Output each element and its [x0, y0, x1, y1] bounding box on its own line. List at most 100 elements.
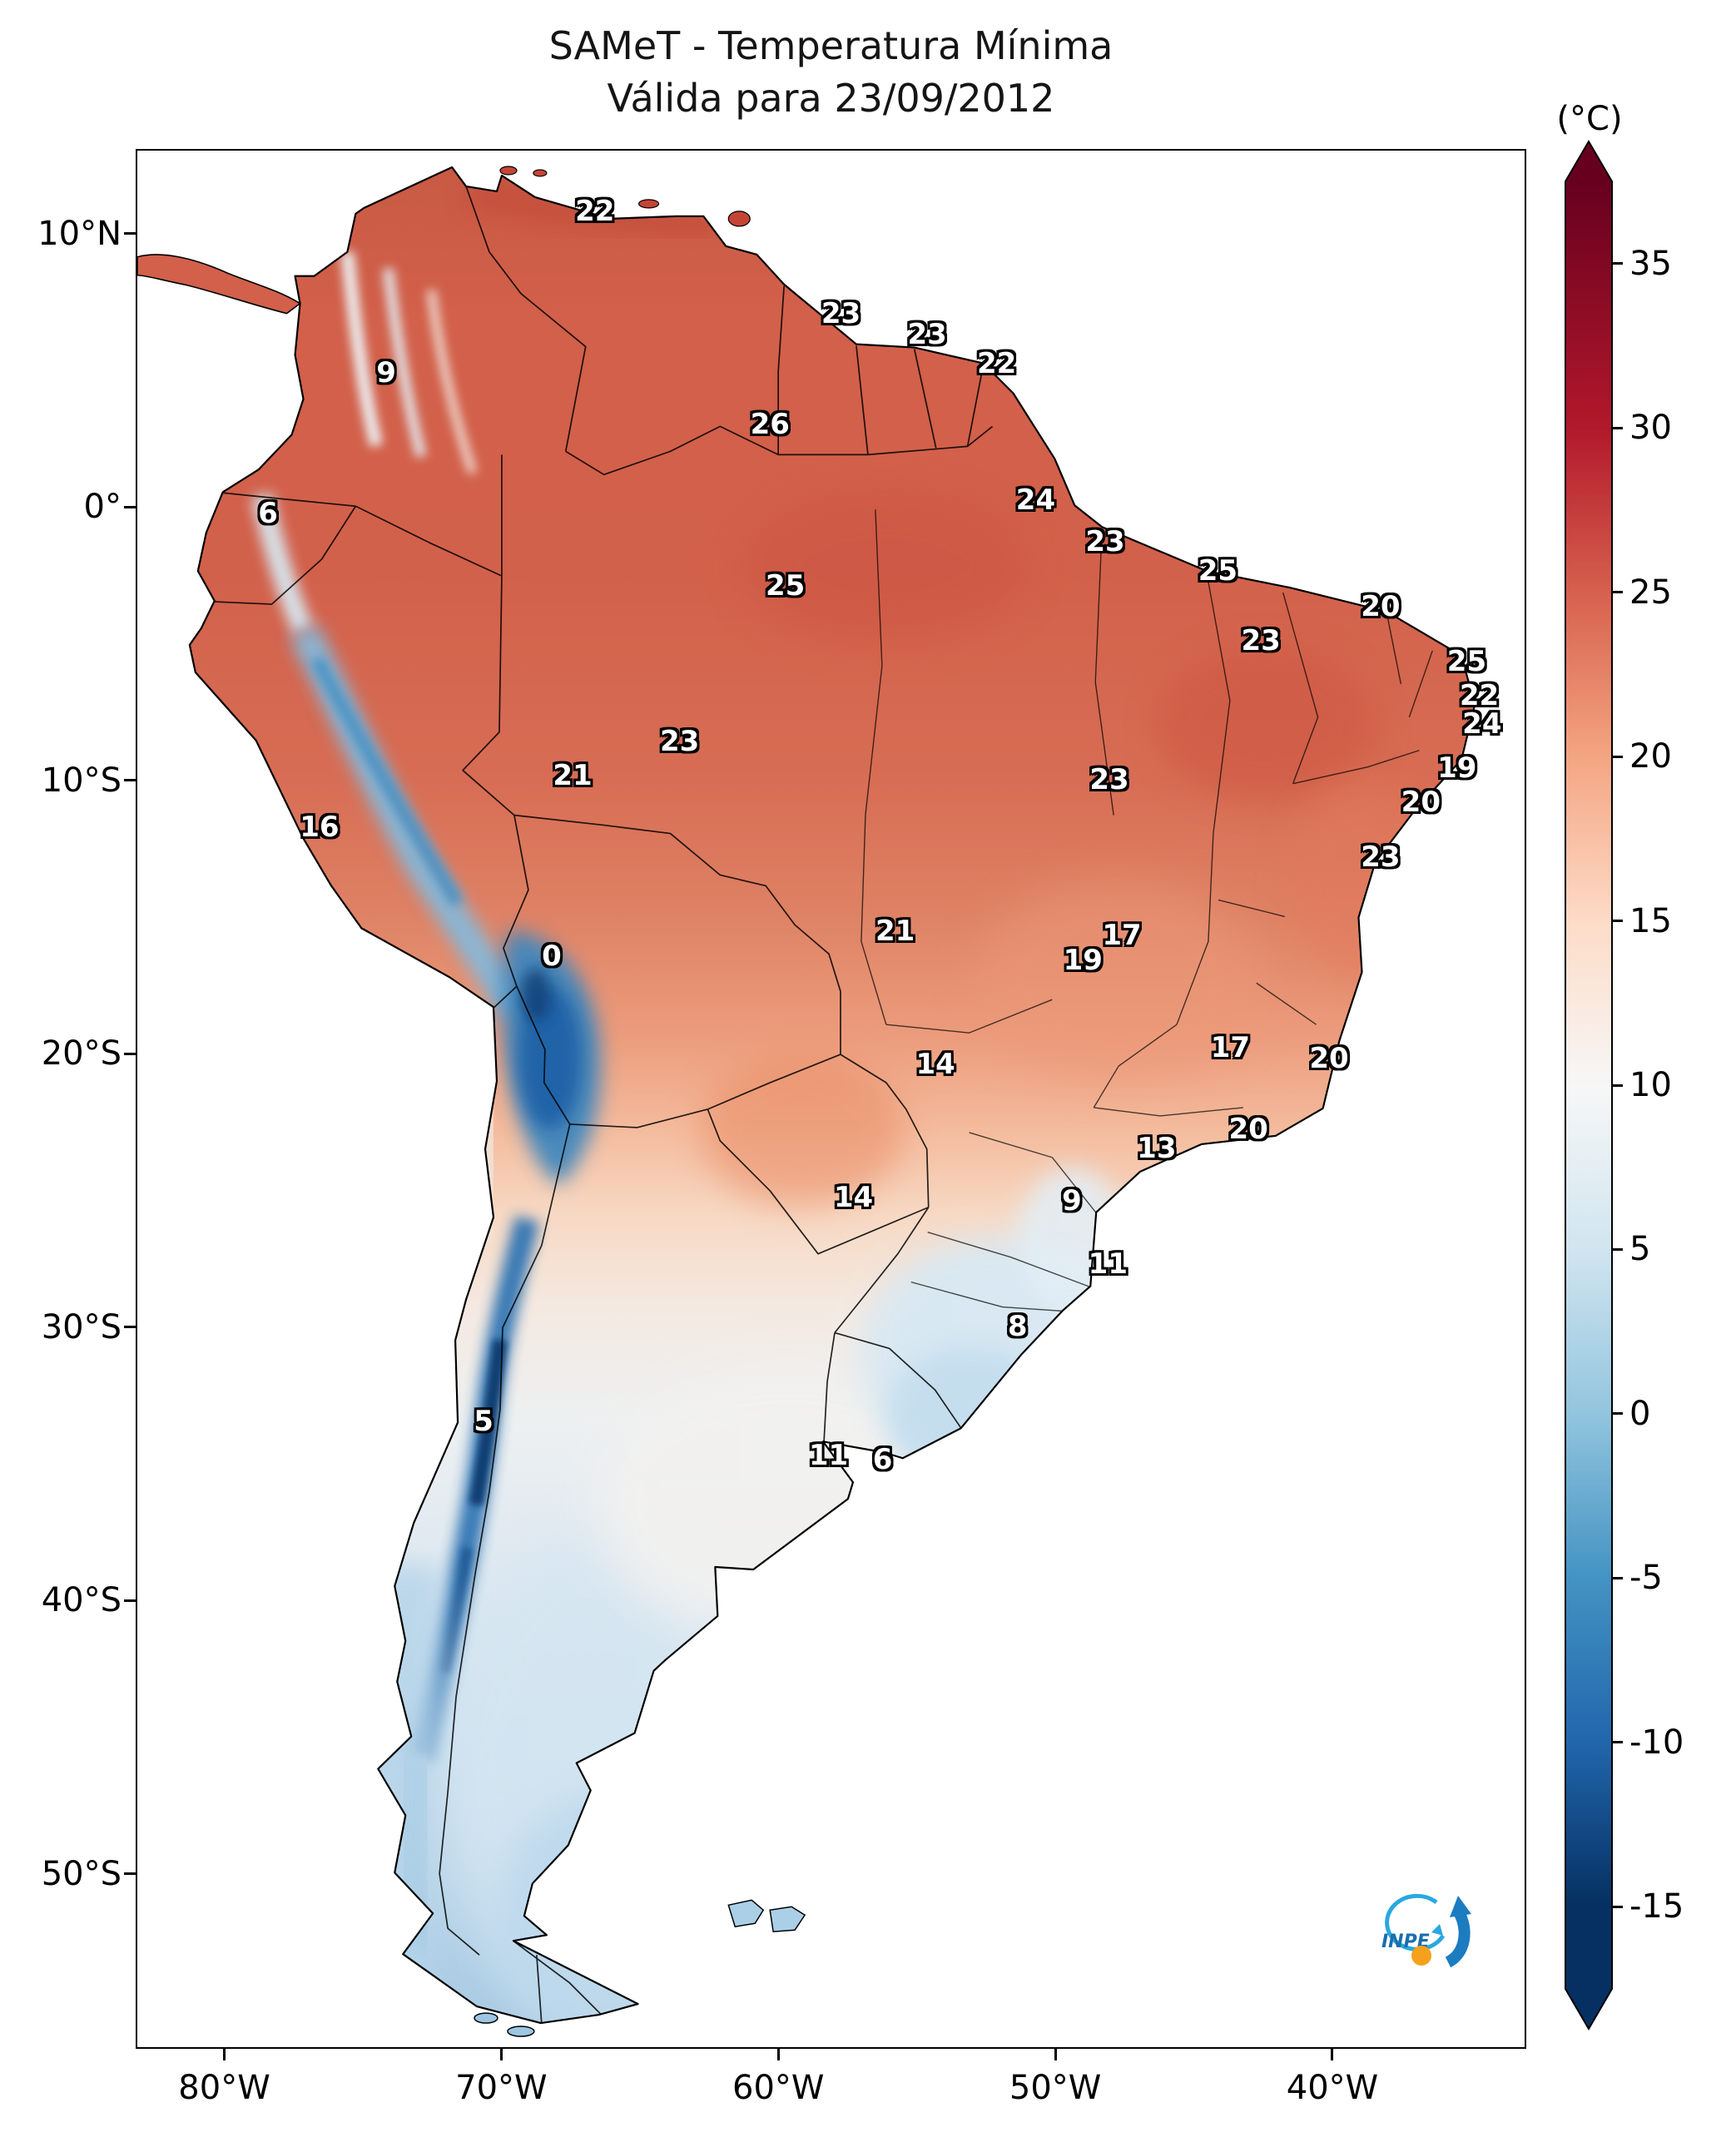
station-temp-label: 22 [1459, 679, 1500, 713]
station-temp-label: 22 [977, 346, 1017, 380]
station-temp-label: 14 [833, 1180, 874, 1214]
panama-landmass [137, 254, 301, 315]
station-temp-label: 25 [766, 568, 806, 602]
colorbar-tick-mark [1613, 1905, 1623, 1908]
station-temp-label: 21 [553, 759, 593, 793]
lat-tick-label: 50°S [41, 1854, 122, 1893]
station-temp-label: 19 [1437, 751, 1477, 785]
lon-tick-label: 40°W [1286, 2069, 1379, 2107]
station-temp-label: 9 [1062, 1184, 1082, 1218]
caribbean-islands [499, 166, 751, 227]
colorbar-tick-label: -5 [1629, 1559, 1663, 1598]
station-temp-label: 20 [1361, 589, 1401, 623]
station-temp-label: 11 [1088, 1247, 1128, 1281]
station-temp-label: 0 [542, 939, 562, 973]
state-borders [861, 509, 1433, 1312]
lon-tick-mark [776, 2049, 780, 2060]
station-temp-label: 24 [1015, 483, 1056, 518]
inpe-logo: INPE [1370, 1886, 1486, 1994]
colorbar [1565, 140, 1613, 2031]
colorbar-tick-mark [1613, 1741, 1623, 1744]
station-temp-label: 6 [872, 1442, 893, 1476]
falkland-islands [474, 1899, 806, 2037]
colorbar-tick-label: -10 [1629, 1723, 1684, 1762]
station-temp-label: 20 [1401, 786, 1441, 820]
lat-tick-label: 10°N [37, 214, 122, 253]
station-temp-label: 23 [907, 318, 947, 352]
lon-tick-mark [1331, 2049, 1334, 2060]
colorbar-tick-mark [1613, 920, 1623, 923]
lat-tick-label: 20°S [41, 1034, 122, 1074]
lat-tick-mark [124, 779, 136, 782]
lon-tick-label: 70°W [455, 2069, 548, 2107]
lon-tick-mark [499, 2049, 503, 2060]
station-temp-label: 17 [1210, 1030, 1251, 1064]
lat-tick-mark [124, 1872, 136, 1876]
lon-tick-mark [223, 2049, 226, 2060]
station-temp-label: 17 [1102, 918, 1142, 952]
lat-tick-label: 30°S [41, 1307, 122, 1346]
colorbar-tick-mark [1613, 1412, 1623, 1416]
lat-tick-label: 40°S [41, 1581, 122, 1620]
colorbar-tick-label: 20 [1629, 737, 1672, 776]
title-line2: Válida para 23/09/2012 [607, 76, 1055, 121]
colorbar-tick-mark [1613, 262, 1623, 265]
lat-tick-mark [124, 1052, 136, 1055]
station-temp-label: 8 [1007, 1310, 1028, 1344]
station-temp-label: 22 [575, 195, 615, 229]
map-plot-area: INPE 22 23 23 22 9 26 24 6 23 25 25 20 23 25 22 24 23 19 2… [136, 149, 1526, 2049]
lat-tick-mark [124, 505, 136, 508]
colorbar-tick-label: 35 [1629, 244, 1672, 283]
station-temp-label: 20 [1309, 1042, 1349, 1076]
country-borders [214, 186, 994, 2024]
colorbar-tick-mark [1613, 426, 1623, 429]
station-temp-label: 21 [875, 915, 915, 949]
title-line1: SAMeT - Temperatura Mínima [548, 23, 1114, 68]
colorbar-tick-mark [1613, 1083, 1623, 1087]
station-temp-label: 23 [1241, 624, 1281, 657]
colorbar-tick-mark [1613, 1247, 1623, 1251]
lat-tick-label: 10°S [41, 761, 122, 800]
lat-tick-mark [124, 1326, 136, 1329]
colorbar-tick-label: 0 [1629, 1394, 1651, 1433]
colorbar-tick-label: 25 [1629, 573, 1672, 612]
station-temp-label: 25 [1446, 645, 1487, 679]
chart-title: SAMeT - Temperatura Mínima Válida para 2… [136, 20, 1526, 126]
lon-tick-label: 50°W [1009, 2069, 1102, 2107]
station-temp-label: 6 [258, 497, 278, 531]
lon-tick-label: 80°W [178, 2069, 270, 2107]
station-temp-label: 14 [915, 1048, 955, 1082]
station-temp-label: 25 [1198, 553, 1238, 588]
station-temp-label: 24 [1462, 707, 1502, 741]
station-temp-label: 5 [474, 1405, 494, 1439]
station-temp-label: 23 [1089, 762, 1129, 796]
south-america-temperature-map [137, 166, 1476, 2037]
station-temp-label: 23 [660, 725, 700, 758]
colorbar-tick-mark [1613, 755, 1623, 758]
colorbar-unit-label: (°C) [1556, 100, 1623, 138]
station-temp-label: 19 [1063, 943, 1103, 977]
station-temp-label: 11 [808, 1439, 849, 1473]
lat-tick-label: 0° [83, 488, 122, 527]
station-temp-label: 23 [1085, 525, 1125, 559]
lon-tick-label: 60°W [732, 2069, 825, 2107]
station-temp-label: 26 [750, 407, 790, 441]
station-temp-label: 23 [821, 297, 861, 331]
lat-tick-mark [124, 1599, 136, 1602]
lon-tick-mark [1054, 2049, 1057, 2060]
station-temp-label: 23 [1361, 840, 1401, 875]
inpe-arrow-icon [1445, 1907, 1471, 1968]
lat-tick-mark [124, 232, 136, 236]
colorbar-tick-label: 15 [1629, 901, 1672, 940]
colorbar-tick-mark [1613, 591, 1623, 594]
inpe-orange-dot-icon [1411, 1946, 1431, 1966]
station-temp-label: 20 [1228, 1112, 1268, 1146]
colorbar-tick-label: 30 [1629, 409, 1672, 448]
colorbar-tick-mark [1613, 1576, 1623, 1579]
station-temp-label: 16 [300, 810, 340, 844]
station-temp-label: 13 [1137, 1131, 1177, 1165]
colorbar-tick-label: 10 [1629, 1066, 1672, 1104]
colorbar-tick-label: -15 [1629, 1887, 1684, 1926]
colorbar-tick-label: 5 [1629, 1230, 1651, 1269]
